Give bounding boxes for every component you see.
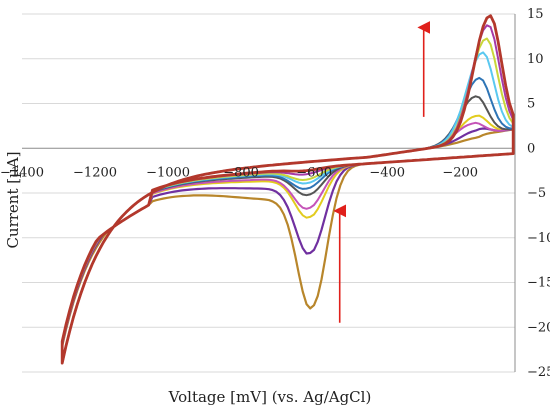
y-tick-label: −25 bbox=[527, 365, 550, 380]
x-tick-label: −1200 bbox=[73, 165, 117, 180]
voltammogram-curves bbox=[60, 14, 515, 365]
x-tick-label: −200 bbox=[442, 165, 478, 180]
x-tick-label: −400 bbox=[369, 165, 405, 180]
cv-curve-6 bbox=[61, 76, 515, 365]
x-tick-label: −1400 bbox=[0, 165, 44, 180]
cv-curve-10 bbox=[60, 14, 515, 365]
x-axis-title: Voltage [mV] (vs. Ag/AgCl) bbox=[168, 388, 372, 406]
y-tick-label: −20 bbox=[527, 320, 550, 335]
annotations bbox=[333, 21, 431, 323]
y-axis-title: Current [µA] bbox=[4, 151, 22, 248]
cv-curve-8 bbox=[61, 37, 515, 365]
grid-lines bbox=[22, 13, 515, 373]
y-tick-label: −15 bbox=[527, 276, 550, 291]
y-tick-label: 15 bbox=[527, 7, 544, 22]
tick-labels: 15 10 5 0 −5 −10 −15 −20 −25 −1400 −1200 −1000 −800 −… bbox=[0, 7, 550, 380]
cv-curve-9 bbox=[61, 24, 515, 365]
y-tick-label: 0 bbox=[527, 141, 535, 156]
y-tick-label: −10 bbox=[527, 231, 550, 246]
y-tick-label: −5 bbox=[527, 186, 546, 201]
cv-curve-5 bbox=[61, 95, 515, 365]
y-tick-label: 5 bbox=[527, 97, 535, 112]
x-tick-label: −800 bbox=[223, 165, 259, 180]
cv-curve-3 bbox=[61, 114, 515, 365]
x-tick-label: −1000 bbox=[146, 165, 190, 180]
x-tick-label: −600 bbox=[296, 165, 332, 180]
y-tick-label: 10 bbox=[527, 52, 544, 67]
